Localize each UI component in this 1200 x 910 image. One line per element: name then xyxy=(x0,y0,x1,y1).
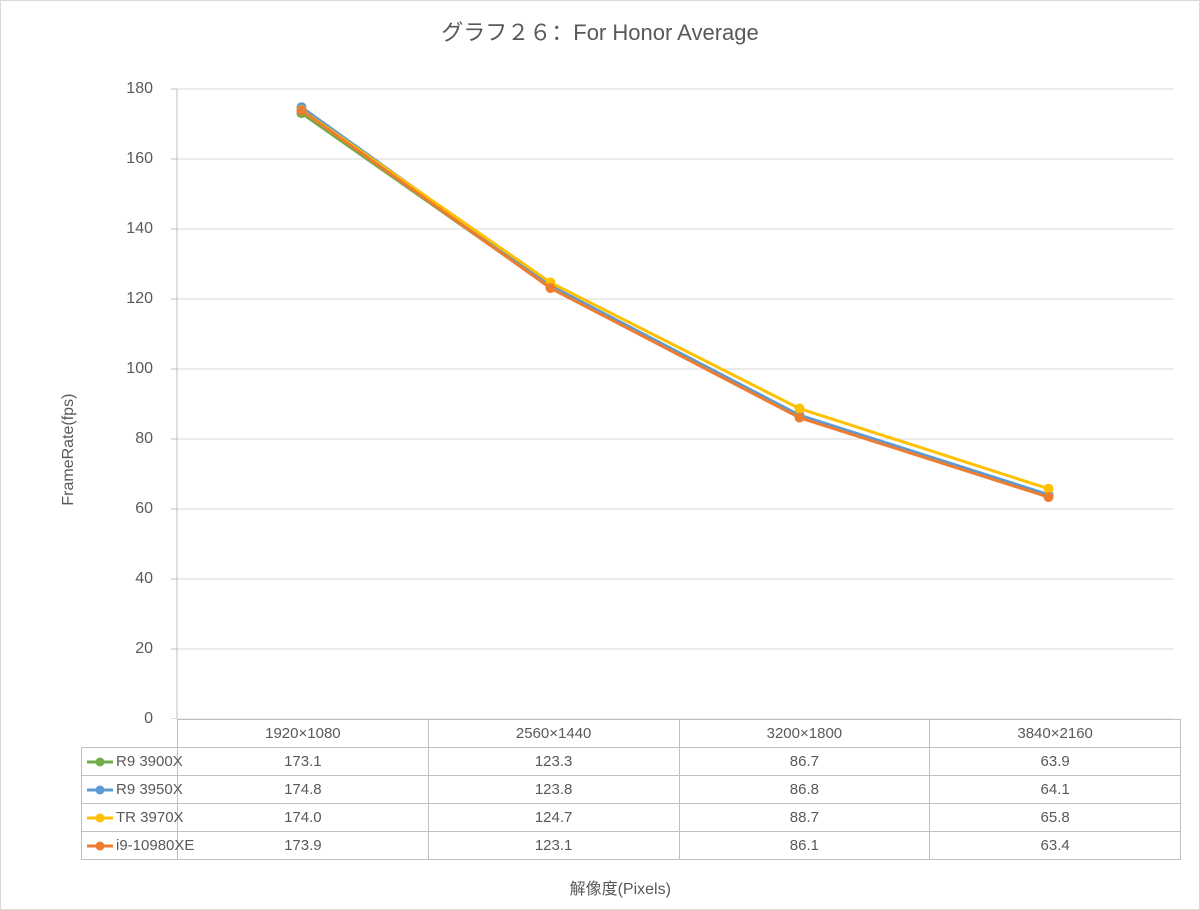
x-axis-label: 解像度(Pixels) xyxy=(570,875,671,899)
table-cell: 86.7 xyxy=(679,748,930,776)
table-cell: 88.7 xyxy=(679,804,930,832)
legend-cell: R9 3950X xyxy=(82,776,178,804)
legend-marker-icon xyxy=(86,840,114,852)
legend-marker-icon xyxy=(86,812,114,824)
y-tick-label: 140 xyxy=(126,220,153,238)
table-cell: 63.9 xyxy=(930,748,1181,776)
y-tick-label: 20 xyxy=(135,640,153,658)
table-cell: 123.8 xyxy=(428,776,679,804)
y-tick-label: 80 xyxy=(135,430,153,448)
table-cell: 86.8 xyxy=(679,776,930,804)
table-cell: 124.7 xyxy=(428,804,679,832)
table-cell: 123.1 xyxy=(428,832,679,860)
table-cell: 64.1 xyxy=(930,776,1181,804)
table-row: TR 3970X174.0124.788.765.8 xyxy=(82,804,1181,832)
legend-marker-icon xyxy=(86,756,114,768)
table-header-cell: 3200×1800 xyxy=(679,720,930,748)
y-tick-label: 160 xyxy=(126,150,153,168)
table-header-cell: 1920×1080 xyxy=(178,720,429,748)
legend-label: R9 3950X xyxy=(116,781,183,798)
legend-label: TR 3970X xyxy=(116,809,184,826)
table-cell: 173.1 xyxy=(178,748,429,776)
data-table: 1920×10802560×14403200×18003840×2160R9 3… xyxy=(81,719,1181,860)
table-cell: 65.8 xyxy=(930,804,1181,832)
legend-cell: R9 3900X xyxy=(82,748,178,776)
y-tick-label: 60 xyxy=(135,500,153,518)
y-axis-label: FrameRate(fps) xyxy=(60,394,78,506)
legend-label: R9 3900X xyxy=(116,753,183,770)
table-corner-cell xyxy=(82,720,178,748)
y-tick-label: 40 xyxy=(135,570,153,588)
legend-cell: i9-10980XE xyxy=(82,832,178,860)
table-row: R9 3950X174.8123.886.864.1 xyxy=(82,776,1181,804)
y-tick-label: 180 xyxy=(126,80,153,98)
table-cell: 86.1 xyxy=(679,832,930,860)
y-tick-label: 120 xyxy=(126,290,153,308)
plot-area: 020406080100120140160180 xyxy=(81,59,1181,719)
table-header-cell: 2560×1440 xyxy=(428,720,679,748)
table-cell: 174.0 xyxy=(178,804,429,832)
table-cell: 123.3 xyxy=(428,748,679,776)
table-header-cell: 3840×2160 xyxy=(930,720,1181,748)
table-cell: 174.8 xyxy=(178,776,429,804)
table-cell: 173.9 xyxy=(178,832,429,860)
line-chart-svg xyxy=(81,59,1181,719)
legend-marker-icon xyxy=(86,784,114,796)
table-row: i9-10980XE173.9123.186.163.4 xyxy=(82,832,1181,860)
chart-title: グラフ２６：For Honor Average xyxy=(1,1,1199,47)
table-row: R9 3900X173.1123.386.763.9 xyxy=(82,748,1181,776)
y-tick-label: 100 xyxy=(126,360,153,378)
legend-cell: TR 3970X xyxy=(82,804,178,832)
legend-label: i9-10980XE xyxy=(116,837,194,854)
table-cell: 63.4 xyxy=(930,832,1181,860)
